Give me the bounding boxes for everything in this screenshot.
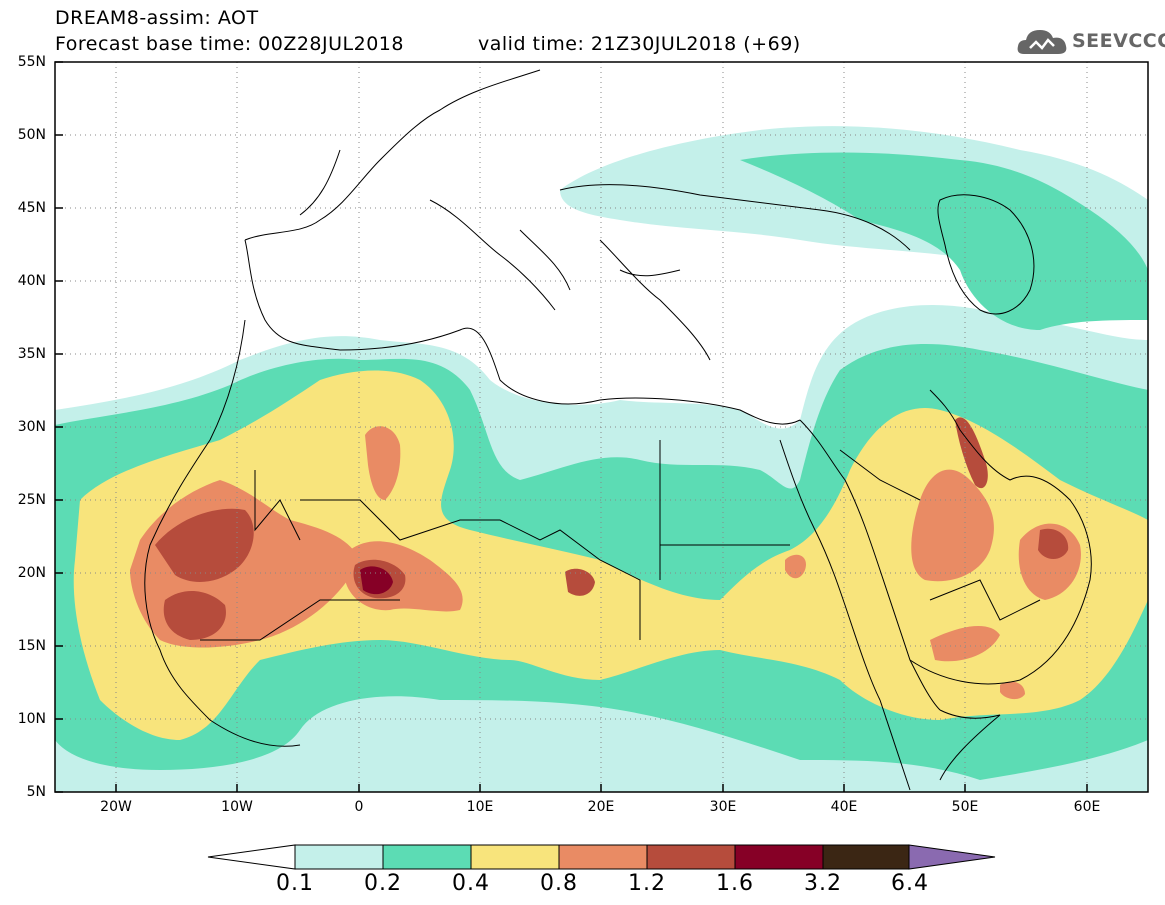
colorbar-bin-2 [382,844,472,870]
aot-contour-1.6 [360,566,393,595]
aot-contour-0.8-north [365,426,401,500]
lon-label-10w: 10W [221,799,253,815]
lon-label-30e: 30E [709,799,737,815]
colorbar-label-1.6: 1.6 [716,871,754,896]
valid-time-label: valid time: 21Z30JUL2018 (+69) [478,33,801,55]
axis-ticks [55,61,1088,793]
colorbar-bin-5 [646,844,736,870]
cloud-icon [1017,30,1067,54]
lat-label-5n: 5N [26,784,46,800]
lon-label-10e: 10E [466,799,494,815]
lat-label-25n: 25N [17,492,46,508]
lon-label-50e: 50E [951,799,979,815]
colorbar-label-3.2: 3.2 [804,871,842,896]
seevccc-logo: SEEVCCC [1016,24,1165,58]
colorbar-label-0.1: 0.1 [276,871,314,896]
chart-title: DREAM8-assim: AOT [55,7,259,29]
base-time-label: Forecast base time: 00Z28JUL2018 [55,33,404,55]
lat-label-30n: 30N [17,419,46,435]
arabia-coast [909,389,1092,685]
colorbar-bin-3 [470,844,560,870]
colorbar-label-0.4: 0.4 [452,871,490,896]
lat-label-40n: 40N [17,273,46,289]
aot-contour-1.2-arabia [955,417,1069,559]
lat-label-15n: 15N [17,638,46,654]
aot-contour-1.2-west [155,508,254,640]
coastlines [144,69,1092,791]
lon-label-40e: 40E [830,799,858,815]
colorbar-bin-1 [294,844,384,870]
red-sea-coast [779,419,941,711]
aot-field [55,126,1148,792]
colorbar-bin-7 [822,844,910,870]
aot-contour-0.4 [73,370,1148,740]
lat-label-50n: 50N [17,127,46,143]
colorbar-label-6.4: 6.4 [891,871,929,896]
caspian-coast [937,194,1035,315]
colorbar-under [207,844,296,870]
lon-label-0: 0 [354,799,364,815]
lon-label-20e: 20E [587,799,615,815]
east-africa-coast [879,699,1001,791]
colorbar-label-1.2: 1.2 [628,871,666,896]
aot-contour-0.8-arabia [911,469,1081,662]
borders [200,440,1041,641]
colorbar-label-0.2: 0.2 [364,871,402,896]
lat-label-45n: 45N [17,200,46,216]
colorbar-bin-4 [558,844,648,870]
logo-text: SEEVCCC [1072,30,1165,52]
lat-label-10n: 10N [17,711,46,727]
lat-label-20n: 20N [17,565,46,581]
north-africa-coast [144,239,801,747]
europe-coast [244,69,911,361]
lat-label-35n: 35N [17,346,46,362]
colorbar-label-0.8: 0.8 [540,871,578,896]
graticule [55,62,1148,792]
lon-label-60e: 60E [1073,799,1101,815]
colorbar [207,844,996,870]
lat-label-55n: 55N [17,54,46,70]
colorbar-bin-6 [734,844,824,870]
lon-label-20w: 20W [100,799,132,815]
aot-contour-1.2-center [353,559,595,599]
colorbar-over [908,844,996,870]
aot-contour-0.8-east-africa [785,554,1025,700]
